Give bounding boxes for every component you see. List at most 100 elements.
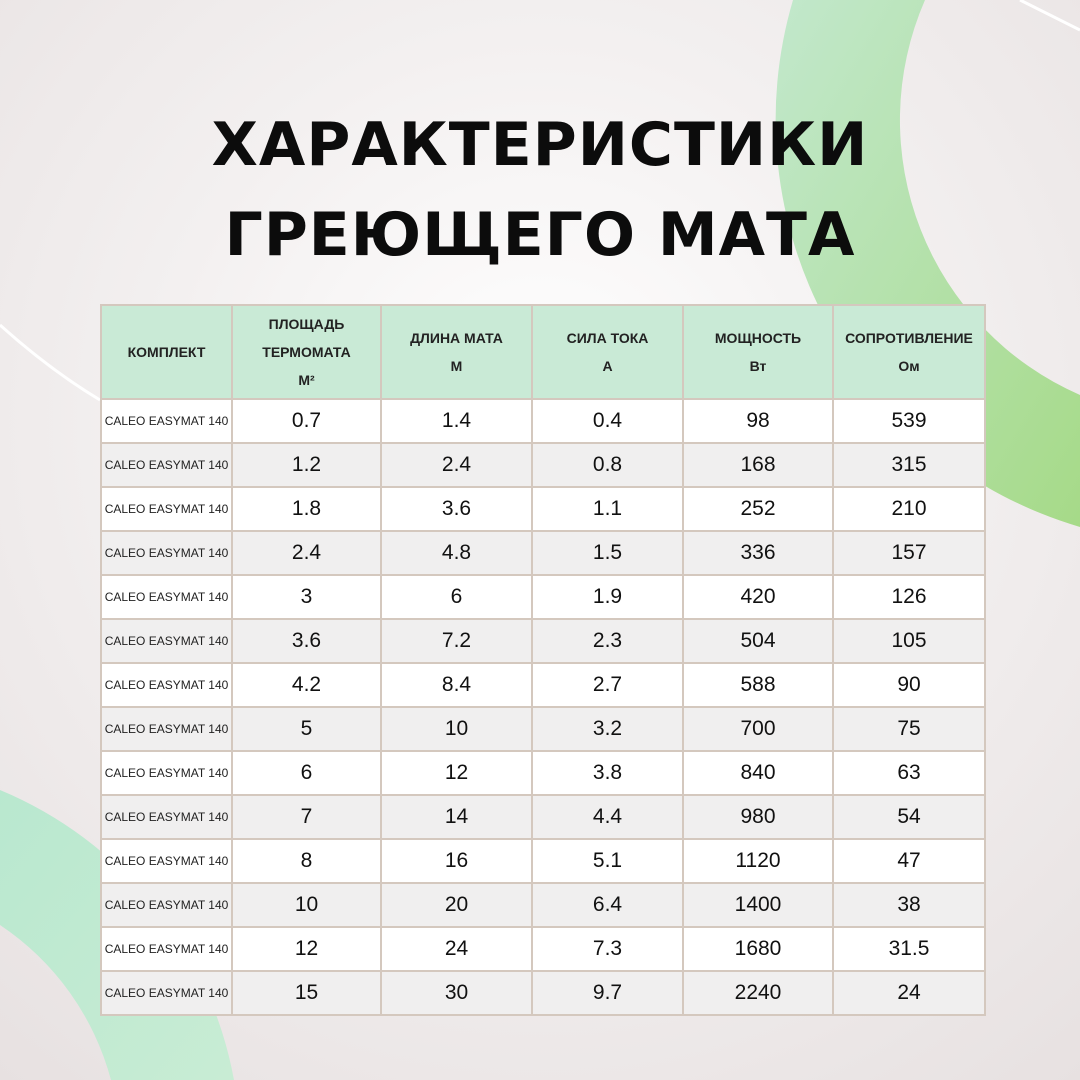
kit-name-cell: CALEO EASYMAT 140	[100, 618, 233, 664]
value-cell: 2.3	[531, 618, 684, 664]
value-cell: 24	[380, 926, 533, 972]
value-cell: 14	[380, 794, 533, 840]
value-cell: 54	[832, 794, 986, 840]
kit-name-cell: CALEO EASYMAT 140	[100, 398, 233, 444]
kit-name-cell: CALEO EASYMAT 140	[100, 442, 233, 488]
header-label: КОМПЛЕКТ	[127, 344, 206, 360]
value-cell: 47	[832, 838, 986, 884]
header-label: ПЛОЩАДЬ ТЕРМОМАТА	[262, 316, 351, 360]
header-label: МОЩНОСТЬ	[714, 330, 802, 346]
value-cell: 2240	[682, 970, 834, 1016]
value-cell: 15	[231, 970, 382, 1016]
value-cell: 5.1	[531, 838, 684, 884]
value-cell: 7.3	[531, 926, 684, 972]
value-cell: 1.1	[531, 486, 684, 532]
value-cell: 1.9	[531, 574, 684, 620]
kit-name-cell: CALEO EASYMAT 140	[100, 574, 233, 620]
value-cell: 420	[682, 574, 834, 620]
page-title: ХАРАКТЕРИСТИКИ ГРЕЮЩЕГО МАТА	[0, 100, 1080, 280]
specs-table: КОМПЛЕКТ ПЛОЩАДЬ ТЕРМОМАТА М² ДЛИНА МАТА М СИ…	[100, 304, 986, 1016]
kit-name-cell: CALEO EASYMAT 140	[100, 838, 233, 884]
value-cell: 168	[682, 442, 834, 488]
value-cell: 252	[682, 486, 834, 532]
value-cell: 12	[380, 750, 533, 796]
column-header: КОМПЛЕКТ	[100, 304, 233, 400]
value-cell: 840	[682, 750, 834, 796]
column-header: СИЛА ТОКА А	[531, 304, 684, 400]
table-row: CALEO EASYMAT 140 3.6 7.2 2.3 504 105	[100, 618, 986, 664]
value-cell: 2.4	[380, 442, 533, 488]
value-cell: 3	[231, 574, 382, 620]
value-cell: 75	[832, 706, 986, 752]
value-cell: 4.2	[231, 662, 382, 708]
column-header: ДЛИНА МАТА М	[380, 304, 533, 400]
column-header: МОЩНОСТЬ Вт	[682, 304, 834, 400]
kit-name-cell: CALEO EASYMAT 140	[100, 882, 233, 928]
value-cell: 2.7	[531, 662, 684, 708]
table-row: CALEO EASYMAT 140 4.2 8.4 2.7 588 90	[100, 662, 986, 708]
value-cell: 2.4	[231, 530, 382, 576]
value-cell: 539	[832, 398, 986, 444]
value-cell: 9.7	[531, 970, 684, 1016]
table-row: CALEO EASYMAT 140 6 12 3.8 840 63	[100, 750, 986, 796]
value-cell: 1.4	[380, 398, 533, 444]
value-cell: 63	[832, 750, 986, 796]
kit-name-cell: CALEO EASYMAT 140	[100, 706, 233, 752]
value-cell: 38	[832, 882, 986, 928]
title-line-2: ГРЕЮЩЕГО МАТА	[224, 200, 856, 270]
column-header: СОПРОТИВЛЕНИЕ Ом	[832, 304, 986, 400]
value-cell: 126	[832, 574, 986, 620]
value-cell: 90	[832, 662, 986, 708]
value-cell: 1120	[682, 838, 834, 884]
value-cell: 8	[231, 838, 382, 884]
value-cell: 31.5	[832, 926, 986, 972]
table-row: CALEO EASYMAT 140 3 6 1.9 420 126	[100, 574, 986, 620]
value-cell: 12	[231, 926, 382, 972]
white-line-top-right	[1019, 0, 1080, 32]
table-header-row: КОМПЛЕКТ ПЛОЩАДЬ ТЕРМОМАТА М² ДЛИНА МАТА М СИ…	[100, 304, 986, 400]
column-header: ПЛОЩАДЬ ТЕРМОМАТА М²	[231, 304, 382, 400]
table-row: CALEO EASYMAT 140 5 10 3.2 700 75	[100, 706, 986, 752]
value-cell: 8.4	[380, 662, 533, 708]
value-cell: 1.2	[231, 442, 382, 488]
green-arc-top-right	[775, 0, 1080, 527]
value-cell: 24	[832, 970, 986, 1016]
value-cell: 504	[682, 618, 834, 664]
value-cell: 0.8	[531, 442, 684, 488]
value-cell: 1.5	[531, 530, 684, 576]
table-row: CALEO EASYMAT 140 2.4 4.8 1.5 336 157	[100, 530, 986, 576]
kit-name-cell: CALEO EASYMAT 140	[100, 970, 233, 1016]
value-cell: 10	[380, 706, 533, 752]
value-cell: 3.6	[231, 618, 382, 664]
white-line-left	[0, 323, 101, 402]
header-label: СОПРОТИВЛЕНИЕ	[845, 330, 973, 346]
kit-name-cell: CALEO EASYMAT 140	[100, 662, 233, 708]
table-row: CALEO EASYMAT 140 1.2 2.4 0.8 168 315	[100, 442, 986, 488]
header-unit: М	[450, 358, 463, 374]
value-cell: 98	[682, 398, 834, 444]
header-label: ДЛИНА МАТА	[410, 330, 503, 346]
value-cell: 7	[231, 794, 382, 840]
value-cell: 10	[231, 882, 382, 928]
value-cell: 6.4	[531, 882, 684, 928]
value-cell: 0.7	[231, 398, 382, 444]
header-unit: Ом	[898, 358, 920, 374]
table-row: CALEO EASYMAT 140 12 24 7.3 1680 31.5	[100, 926, 986, 972]
value-cell: 980	[682, 794, 834, 840]
header-unit: Вт	[749, 358, 767, 374]
value-cell: 20	[380, 882, 533, 928]
header-unit: А	[602, 358, 613, 374]
value-cell: 1.8	[231, 486, 382, 532]
value-cell: 0.4	[531, 398, 684, 444]
value-cell: 3.2	[531, 706, 684, 752]
value-cell: 700	[682, 706, 834, 752]
title-line-1: ХАРАКТЕРИСТИКИ	[211, 110, 869, 180]
value-cell: 210	[832, 486, 986, 532]
header-label: СИЛА ТОКА	[566, 330, 649, 346]
value-cell: 1400	[682, 882, 834, 928]
table-row: CALEO EASYMAT 140 10 20 6.4 1400 38	[100, 882, 986, 928]
value-cell: 157	[832, 530, 986, 576]
value-cell: 5	[231, 706, 382, 752]
value-cell: 4.4	[531, 794, 684, 840]
